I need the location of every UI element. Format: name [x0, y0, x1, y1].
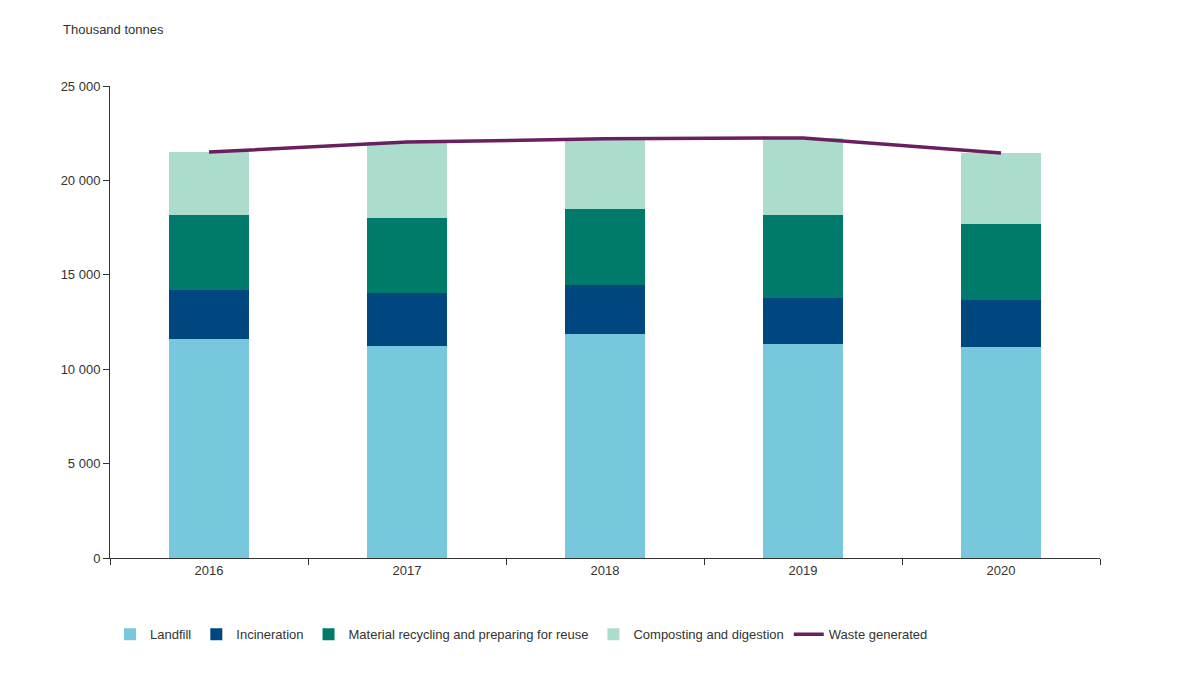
svg-text:2019: 2019: [789, 563, 818, 578]
svg-text:20 000: 20 000: [61, 173, 101, 188]
svg-text:10 000: 10 000: [61, 362, 101, 377]
svg-text:2020: 2020: [987, 563, 1016, 578]
svg-text:Material recycling and prepari: Material recycling and preparing for reu…: [349, 627, 589, 642]
svg-text:15 000: 15 000: [61, 267, 101, 282]
svg-text:2017: 2017: [393, 563, 422, 578]
svg-text:Waste generated: Waste generated: [829, 627, 928, 642]
svg-text:25 000: 25 000: [61, 79, 101, 94]
svg-text:2016: 2016: [195, 563, 224, 578]
svg-text:Composting and digestion: Composting and digestion: [633, 627, 783, 642]
svg-text:Thousand tonnes: Thousand tonnes: [63, 22, 164, 37]
svg-text:Incineration: Incineration: [236, 627, 303, 642]
svg-text:0: 0: [93, 551, 100, 566]
svg-text:5 000: 5 000: [68, 456, 101, 471]
svg-text:Landfill: Landfill: [150, 627, 191, 642]
svg-text:2018: 2018: [591, 563, 620, 578]
